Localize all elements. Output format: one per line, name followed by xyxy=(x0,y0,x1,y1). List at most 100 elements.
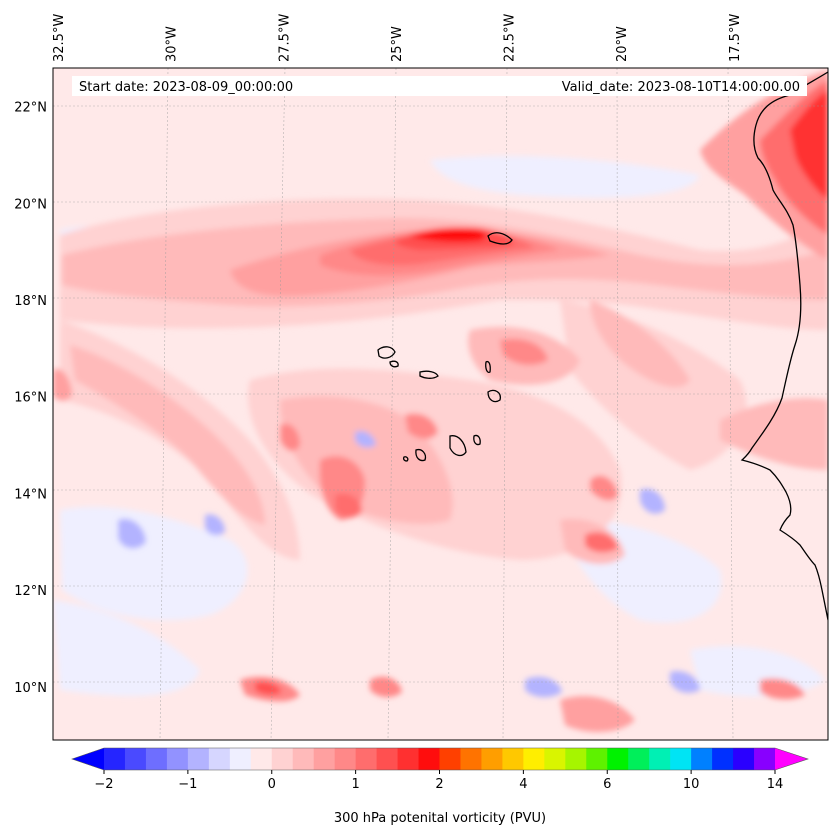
lat-tick-label: 20°N xyxy=(14,197,47,212)
colorbar-swatch xyxy=(523,748,545,770)
colorbar-swatch xyxy=(439,748,461,770)
colorbar-swatch xyxy=(376,748,399,770)
colorbar-tick-label: −1 xyxy=(178,777,197,792)
africa-coastline xyxy=(740,71,828,621)
lat-tick-label: 14°N xyxy=(14,487,47,502)
colorbar-swatch xyxy=(670,748,692,770)
colorbar-tick-label: 1 xyxy=(351,777,359,792)
colorbar-swatch xyxy=(229,748,252,770)
lon-tick-label: 17.5°W xyxy=(728,14,743,62)
pv-contour xyxy=(590,475,618,501)
pv-contour xyxy=(335,493,362,518)
colorbar-swatch xyxy=(124,748,147,770)
island-brava xyxy=(402,456,409,462)
island-santo-antao xyxy=(377,346,396,359)
lat-tick-label: 12°N xyxy=(14,584,47,599)
colorbar-swatch xyxy=(145,748,168,770)
colorbar-swatch xyxy=(334,748,357,770)
colorbar-swatch xyxy=(586,748,608,770)
pv-contour xyxy=(280,423,300,452)
colorbar-max-extension xyxy=(775,748,808,770)
colorbar-swatch xyxy=(544,748,566,770)
island-sao-vicente xyxy=(389,360,399,368)
map-panel xyxy=(53,68,828,740)
coastlines xyxy=(377,71,828,621)
pv-contour xyxy=(720,398,828,470)
colorbar-label: 300 hPa potenital vorticity (PVU) xyxy=(334,811,546,826)
map-frame xyxy=(52,67,829,741)
banc-d-arguin-coast xyxy=(487,232,513,245)
pv-contour xyxy=(500,338,548,365)
colorbar-tick-label: −2 xyxy=(94,777,113,792)
colorbar-swatch xyxy=(418,748,440,770)
colorbar-swatch xyxy=(502,748,524,770)
island-maio xyxy=(473,434,481,446)
colorbar-swatch xyxy=(292,748,315,770)
lon-tick-label: 22.5°W xyxy=(503,14,518,62)
lon-tick-label: 30°W xyxy=(165,26,180,62)
colorbar-swatch xyxy=(250,748,273,770)
pv-contour xyxy=(255,681,282,695)
lon-tick-label: 32.5°W xyxy=(52,14,67,62)
colorbar-swatch xyxy=(691,748,713,770)
valid-date-label: Valid_date: 2023-08-10T14:00:00.00 xyxy=(562,80,800,95)
pv-field xyxy=(53,70,828,732)
colorbar: −2 −1 0 1 2 4 6 10 14 xyxy=(71,747,809,792)
pv-contour xyxy=(355,430,376,448)
longitude-labels: 32.5°W 30°W 27.5°W 25°W 22.5°W 20°W 17.5°W xyxy=(52,14,743,62)
pv-contour xyxy=(70,345,265,525)
colorbar-swatch xyxy=(271,748,294,770)
lon-tick-label: 27.5°W xyxy=(277,14,292,62)
colorbar-swatch xyxy=(187,748,210,770)
pv-contour xyxy=(410,227,486,242)
colorbar-tick-label: 0 xyxy=(268,777,276,792)
colorbar-swatch xyxy=(313,748,336,770)
graticule xyxy=(53,68,828,740)
latitude-labels: 22°N 20°N 18°N 16°N 14°N 12°N 10°N xyxy=(14,101,47,696)
colorbar-swatch xyxy=(481,748,503,770)
lat-tick-label: 10°N xyxy=(14,681,47,696)
pv-contour xyxy=(205,514,225,536)
colorbar-swatch xyxy=(712,748,734,770)
colorbar-swatch xyxy=(649,748,671,770)
pv-contour xyxy=(405,413,438,439)
colorbar-swatch xyxy=(565,748,587,770)
lat-tick-label: 22°N xyxy=(14,101,47,116)
colorbar-swatch xyxy=(460,748,482,770)
colorbar-tick-label: 6 xyxy=(603,777,611,792)
start-date-label: Start date: 2023-08-09_00:00:00 xyxy=(79,80,293,95)
colorbar-swatch xyxy=(733,748,755,770)
colorbar-tick-label: 2 xyxy=(435,777,443,792)
colorbar-swatch xyxy=(754,748,776,770)
island-fogo xyxy=(415,448,427,462)
lon-tick-label: 25°W xyxy=(390,26,405,62)
pv-contour xyxy=(560,696,635,732)
pv-contour xyxy=(585,532,618,553)
pv-negative-region xyxy=(430,155,700,198)
pv-contour xyxy=(640,488,665,514)
island-santiago xyxy=(449,435,467,457)
colorbar-swatch xyxy=(208,748,231,770)
pv-contour xyxy=(118,518,146,549)
pv-contour xyxy=(53,369,72,401)
island-boa-vista xyxy=(487,389,501,403)
colorbar-tick-label: 14 xyxy=(767,777,784,792)
colorbar-swatch xyxy=(166,748,189,770)
colorbar-tick-label: 4 xyxy=(519,777,527,792)
lat-tick-label: 16°N xyxy=(14,391,47,406)
colorbar-min-extension xyxy=(72,748,104,770)
colorbar-swatch xyxy=(104,748,126,770)
date-banner xyxy=(72,76,807,96)
island-sal xyxy=(485,360,491,374)
island-sao-nicolau xyxy=(419,370,439,379)
pv-negative-region xyxy=(53,600,200,696)
lon-tick-label: 20°W xyxy=(615,26,630,62)
pv-contour xyxy=(590,300,690,388)
colorbar-swatch xyxy=(628,748,650,770)
colorbar-swatch xyxy=(397,748,420,770)
colorbar-swatch xyxy=(607,748,629,770)
colorbar-tick-label: 10 xyxy=(683,777,700,792)
pv-contour xyxy=(790,90,828,200)
pv-negative-region xyxy=(60,506,248,621)
